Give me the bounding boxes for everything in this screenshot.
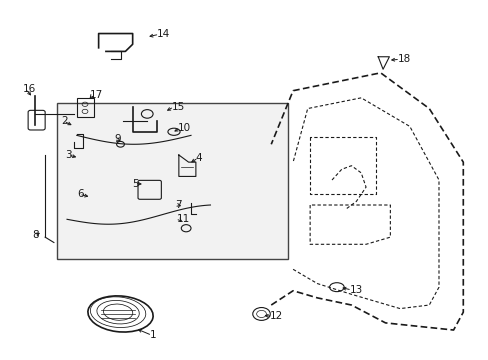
Text: 16: 16 xyxy=(23,84,37,94)
Text: 11: 11 xyxy=(176,213,189,224)
Text: 8: 8 xyxy=(32,230,39,240)
Bar xyxy=(57,103,287,258)
Text: 6: 6 xyxy=(77,189,83,199)
Text: 12: 12 xyxy=(270,311,283,321)
Text: 2: 2 xyxy=(61,116,68,126)
Text: 9: 9 xyxy=(115,134,121,144)
Text: 17: 17 xyxy=(90,90,103,100)
Text: 10: 10 xyxy=(178,123,191,133)
Text: 5: 5 xyxy=(132,179,139,189)
Text: 7: 7 xyxy=(175,200,182,210)
Text: 1: 1 xyxy=(149,330,156,341)
Text: 3: 3 xyxy=(65,150,72,160)
Text: 13: 13 xyxy=(349,285,362,295)
Text: 14: 14 xyxy=(157,29,170,39)
Text: 18: 18 xyxy=(397,54,410,64)
Text: 15: 15 xyxy=(171,102,184,112)
Bar xyxy=(77,98,94,117)
Text: 4: 4 xyxy=(196,153,202,163)
